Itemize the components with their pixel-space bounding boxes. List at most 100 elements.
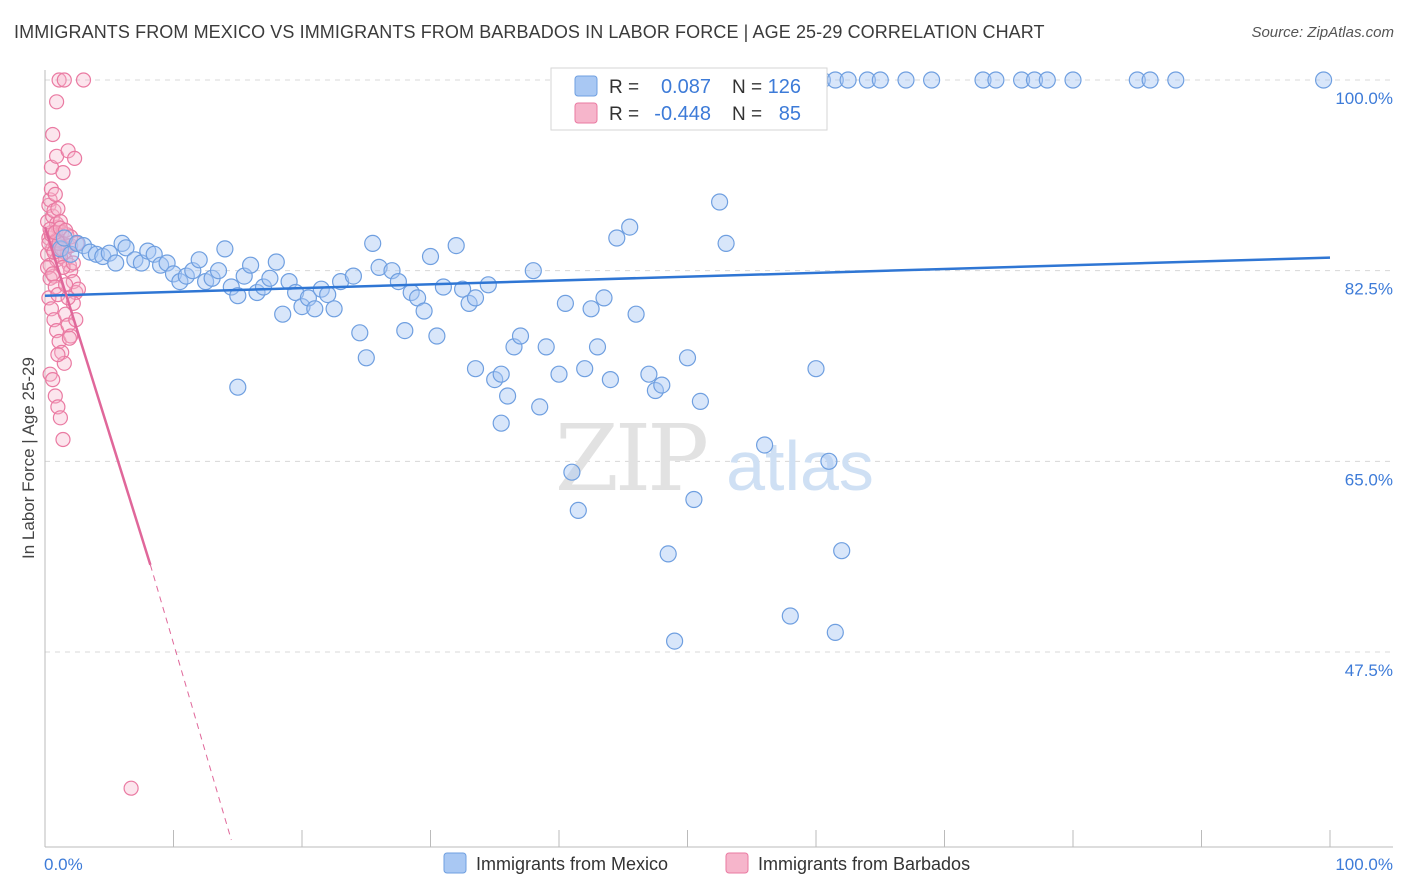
barbados-point xyxy=(55,165,71,181)
y-tick-label-3: 47.5% xyxy=(1345,661,1393,680)
mexico-point xyxy=(537,338,555,356)
legend-bottom-swatch-barbados xyxy=(725,852,749,874)
mexico-point xyxy=(858,71,877,89)
mexico-point xyxy=(608,229,626,247)
barbados-trend-line xyxy=(43,226,152,566)
mexico-point xyxy=(505,338,523,356)
mexico-point xyxy=(81,243,99,261)
mexico-point xyxy=(665,632,684,650)
mexico-point xyxy=(454,280,472,298)
mexico-point xyxy=(492,365,510,383)
mexico-point xyxy=(209,262,228,280)
mexico-point xyxy=(466,289,485,307)
mexico-point xyxy=(871,71,889,89)
x-tick-label-left: 0.0% xyxy=(44,855,83,874)
mexico-point xyxy=(357,349,375,367)
mexico-point xyxy=(685,490,703,509)
mexico-point xyxy=(235,267,253,285)
watermark-atlas: atlas xyxy=(726,427,874,505)
mexico-point xyxy=(421,247,440,266)
legend-n-label-barbados: N = xyxy=(732,104,762,125)
mexico-point xyxy=(601,371,620,389)
mexico-point xyxy=(826,623,844,642)
barbados-point xyxy=(45,126,61,143)
barbados-point xyxy=(61,330,78,346)
x-tick-label-right: 100.0% xyxy=(1335,855,1393,874)
legend-bottom-swatch-mexico xyxy=(443,852,467,874)
barbados-point xyxy=(123,780,139,796)
legend-swatch-barbados xyxy=(574,102,598,124)
legend-bottom-label-barbados: Immigrants from Barbados xyxy=(758,854,970,874)
mexico-point xyxy=(640,365,658,383)
mexico-point xyxy=(299,289,317,307)
mexico-point xyxy=(100,244,118,262)
mexico-point xyxy=(293,298,311,316)
legend-n-label-mexico: N = xyxy=(732,77,762,98)
barbados-point xyxy=(51,72,67,88)
mexico-point xyxy=(588,338,607,356)
mexico-point xyxy=(492,414,510,432)
mexico-point xyxy=(428,327,446,345)
mexico-point xyxy=(351,324,369,342)
legend-top: R = 0.087 N = 126 R = -0.448 N = 85 xyxy=(550,67,828,131)
mexico-point xyxy=(710,193,729,211)
mexico-point xyxy=(242,256,260,274)
chart-title: IMMIGRANTS FROM MEXICO VS IMMIGRANTS FRO… xyxy=(14,22,1045,42)
mexico-point xyxy=(55,229,73,247)
mexico-point xyxy=(370,258,388,276)
mexico-point xyxy=(396,322,414,340)
mexico-point xyxy=(389,273,407,291)
mexico-point xyxy=(107,254,125,272)
watermark: ZIP atlas xyxy=(555,405,874,512)
y-tick-label-2: 65.0% xyxy=(1345,470,1393,489)
legend-n-value-barbados: 85 xyxy=(779,103,801,125)
mexico-point xyxy=(1038,71,1056,89)
watermark-zip: ZIP xyxy=(555,405,706,512)
barbados-point xyxy=(42,270,58,286)
mexico-point xyxy=(833,542,851,560)
mexico-point xyxy=(344,267,362,285)
mexico-point xyxy=(922,71,941,89)
mexico-point xyxy=(68,234,86,252)
mexico-point xyxy=(1128,71,1146,89)
mexico-point xyxy=(274,305,292,323)
barbados-point xyxy=(47,186,63,202)
mexico-point xyxy=(415,302,433,320)
barbados-point xyxy=(45,372,61,388)
grid-layer xyxy=(45,79,1393,653)
mexico-point xyxy=(229,287,247,305)
legend-r-label-mexico: R = xyxy=(609,77,639,98)
mexico-point xyxy=(511,327,530,345)
barbados-trend-line-dashed xyxy=(149,564,232,841)
source-label: Source: ZipAtlas.com xyxy=(1251,24,1394,41)
mexico-point xyxy=(563,463,581,481)
mexico-point xyxy=(987,71,1005,89)
legend-r-value-mexico: 0.087 xyxy=(661,76,711,98)
legend-swatch-mexico xyxy=(574,75,598,97)
mexico-point xyxy=(1141,71,1159,89)
mexico-point xyxy=(820,452,838,470)
mexico-point xyxy=(839,71,857,89)
y-tick-label-1: 82.5% xyxy=(1345,280,1393,299)
mexico-point xyxy=(1025,71,1044,89)
mexico-point xyxy=(653,376,671,394)
mexico-point xyxy=(158,254,176,272)
mexico-point xyxy=(659,545,677,563)
mexico-point xyxy=(678,349,697,367)
mexico-point xyxy=(621,218,639,236)
mexico-point xyxy=(267,253,285,271)
mexico-point xyxy=(1012,71,1031,89)
mexico-point xyxy=(152,256,170,274)
mexico-point xyxy=(974,71,992,89)
mexico-point xyxy=(576,360,594,378)
legend-bottom-label-mexico: Immigrants from Mexico xyxy=(476,854,668,874)
mexico-point xyxy=(1314,71,1333,89)
mexico-point xyxy=(306,300,324,318)
y-tick-label-0: 100.0% xyxy=(1335,89,1393,108)
barbados-point xyxy=(56,72,72,88)
barbados-point xyxy=(50,347,66,363)
mexico-point xyxy=(383,262,401,280)
mexico-point xyxy=(499,387,517,405)
legend-r-value-barbados: -0.448 xyxy=(654,103,711,125)
